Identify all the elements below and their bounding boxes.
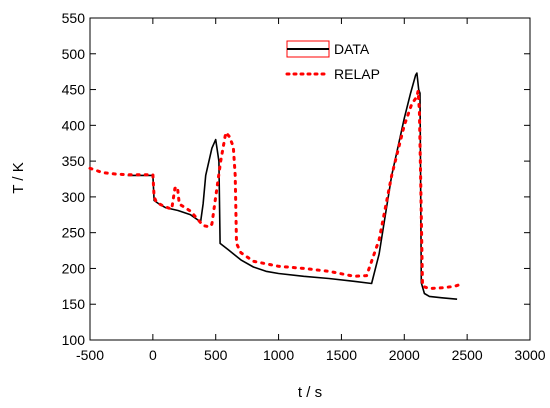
y-tick-label: 500 (62, 46, 86, 62)
y-axis-title: T / K (10, 162, 27, 193)
y-tick-label: 300 (62, 189, 86, 205)
series-layer (88, 72, 463, 300)
x-tick-label: -500 (76, 347, 104, 363)
x-tick-label: 500 (204, 347, 228, 363)
plot-area-frame (89, 17, 531, 341)
x-tick-label: 0 (149, 347, 157, 363)
x-axis-title: t / s (298, 384, 322, 401)
y-tick-label: 400 (62, 117, 86, 133)
y-tick-label: 450 (62, 82, 86, 98)
y-tick-label: 550 (62, 10, 86, 26)
x-tick-label: 1500 (326, 347, 357, 363)
x-tick-label: 1000 (263, 347, 294, 363)
tick-labels: -500 0 500 1000 1500 2000 2500 3000 100 150 200 250… (62, 10, 546, 363)
legend-relap-label: RELAP (334, 66, 380, 82)
legend-data-label: DATA (334, 41, 370, 57)
series-line-data (127, 72, 458, 300)
y-tick-label: 350 (62, 153, 86, 169)
x-tick-label: 2500 (452, 347, 483, 363)
series-line-relap (88, 89, 463, 290)
axis-ticks (89, 17, 531, 341)
x-tick-label: 2000 (389, 347, 420, 363)
y-tick-label: 250 (62, 225, 86, 241)
y-tick-label: 150 (62, 296, 86, 312)
y-tick-label: 100 (62, 332, 86, 348)
x-tick-label: 3000 (514, 347, 545, 363)
y-tick-label: 200 (62, 260, 86, 276)
legend: DATA RELAP (285, 40, 380, 82)
